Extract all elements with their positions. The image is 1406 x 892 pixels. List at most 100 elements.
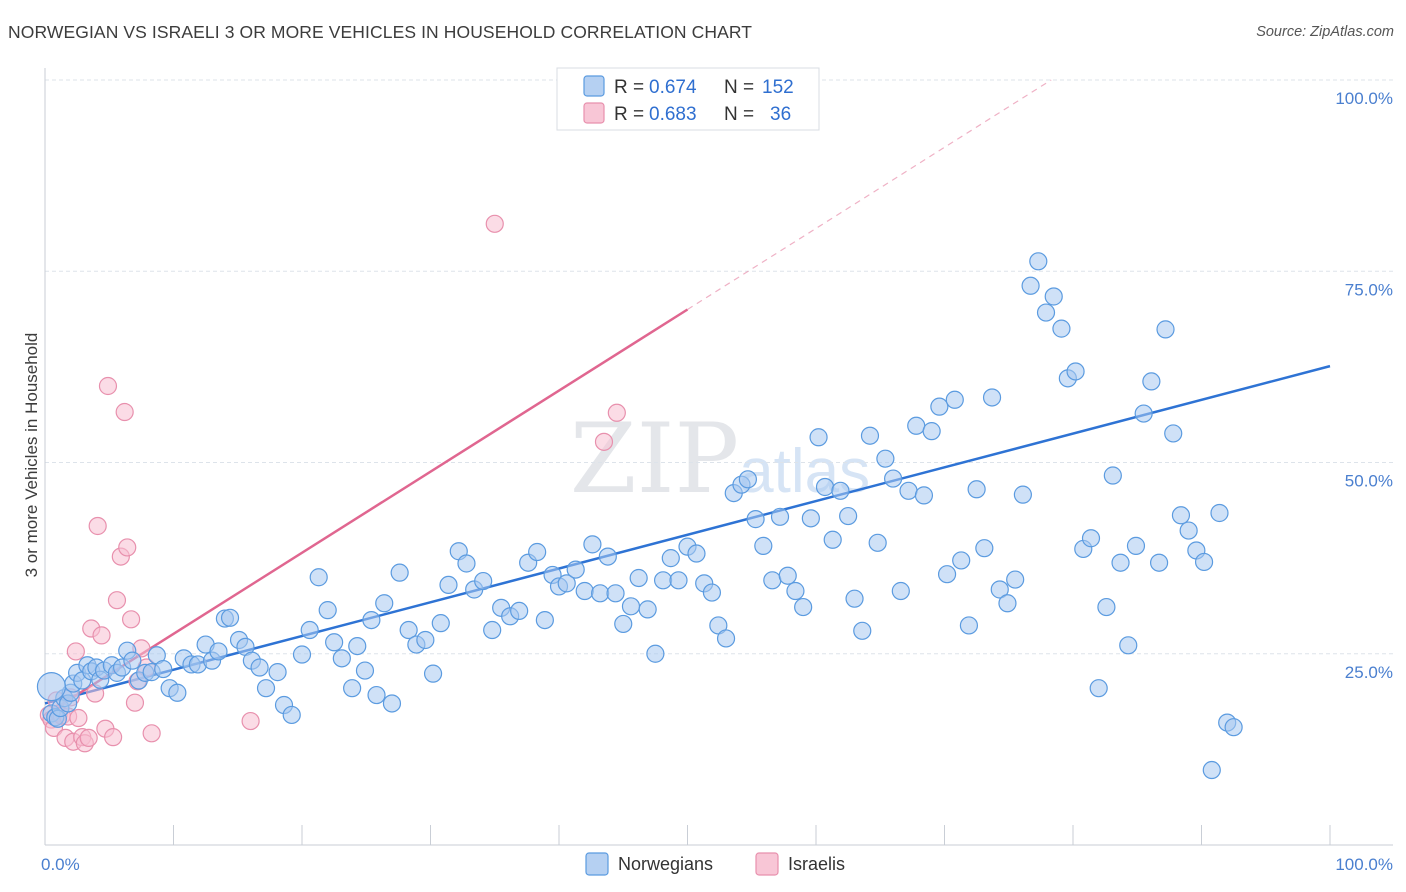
point-israelis-18 (92, 626, 111, 645)
point-norwegians-146 (1097, 597, 1116, 617)
point-norwegians-109 (815, 477, 835, 497)
point-norwegians-82 (606, 584, 625, 603)
point-norwegians-46 (318, 601, 337, 620)
point-norwegians-101 (754, 536, 773, 555)
point-norwegians-100 (746, 510, 765, 529)
point-israelis-14 (79, 728, 98, 748)
point-norwegians-159 (1194, 552, 1214, 572)
point-norwegians-144 (1081, 529, 1101, 548)
point-norwegians-92 (687, 544, 706, 563)
point-norwegians-154 (1156, 320, 1175, 339)
x-tick-label-max: 100.0% (1335, 855, 1393, 874)
point-norwegians-114 (853, 621, 872, 640)
point-norwegians-24 (154, 659, 173, 679)
y-tick-label-100: 100.0% (1335, 89, 1393, 108)
point-norwegians-106 (794, 597, 813, 617)
point-norwegians-94 (702, 583, 722, 602)
point-norwegians-cluster (36, 672, 67, 702)
bottom-legend: Norwegians Israelis (585, 852, 845, 876)
point-norwegians-43 (292, 645, 312, 664)
point-norwegians-32 (209, 642, 228, 661)
y-tick-label-75: 75.0% (1345, 280, 1393, 299)
point-norwegians-120 (899, 481, 918, 500)
source-credit: Source: ZipAtlas.com (1256, 24, 1394, 40)
point-norwegians-56 (390, 563, 409, 582)
point-norwegians-87 (646, 644, 665, 663)
tick-labels: 100.0% 75.0% 50.0% 25.0% 0.0% 100.0% (41, 89, 1393, 874)
watermark-atlas: atlas (739, 437, 870, 506)
point-norwegians-126 (945, 390, 964, 409)
point-norwegians-128 (959, 616, 979, 635)
point-norwegians-49 (343, 679, 362, 698)
point-norwegians-151 (1134, 404, 1153, 423)
point-norwegians-45 (309, 568, 328, 587)
point-norwegians-26 (168, 683, 187, 702)
point-norwegians-40 (268, 663, 287, 682)
trend-line-israelis (44, 308, 689, 717)
point-israelis-17 (88, 516, 107, 536)
point-norwegians-117 (876, 449, 895, 468)
point-norwegians-122 (914, 486, 934, 505)
x-tick-label-min: 0.0% (41, 855, 80, 874)
data-points (36, 214, 1243, 780)
point-norwegians-150 (1126, 536, 1146, 555)
point-norwegians-54 (375, 594, 394, 613)
point-norwegians-140 (1052, 319, 1071, 338)
point-norwegians-67 (483, 620, 502, 640)
point-norwegians-129 (967, 480, 986, 499)
point-norwegians-39 (256, 679, 276, 698)
point-norwegians-124 (930, 397, 949, 416)
point-norwegians-157 (1179, 521, 1198, 540)
point-israelis-25 (118, 538, 137, 557)
point-israelis-10 (66, 642, 85, 661)
point-norwegians-48 (332, 649, 351, 668)
point-norwegians-153 (1149, 553, 1169, 572)
point-norwegians-116 (868, 533, 887, 552)
point-norwegians-133 (998, 594, 1017, 613)
point-norwegians-85 (629, 568, 648, 588)
legend-r-label-0: R = (614, 77, 644, 98)
trend-line-norwegians (44, 364, 1331, 705)
point-norwegians-142 (1066, 362, 1085, 381)
point-norwegians-70 (510, 601, 529, 621)
point-norwegians-136 (1021, 276, 1040, 295)
point-norwegians-51 (355, 661, 375, 680)
point-norwegians-161 (1210, 503, 1229, 523)
point-israelis-20 (98, 376, 118, 396)
point-norwegians-76 (557, 574, 576, 593)
point-norwegians-149 (1119, 636, 1138, 655)
point-norwegians-137 (1029, 252, 1048, 271)
point-israelis-33 (594, 432, 614, 451)
point-norwegians-111 (831, 481, 850, 500)
point-norwegians-155 (1164, 424, 1183, 443)
point-norwegians-152 (1142, 372, 1161, 391)
point-norwegians-34 (220, 608, 240, 627)
y-tick-label-50: 50.0% (1345, 472, 1393, 491)
point-norwegians-103 (770, 507, 790, 526)
point-norwegians-119 (891, 581, 910, 601)
point-norwegians-86 (638, 600, 657, 619)
point-norwegians-131 (982, 388, 1002, 407)
y-tick-label-25: 25.0% (1345, 663, 1393, 682)
trend-extension-israelis (687, 79, 1052, 311)
bottom-legend-label-israelis: Israelis (788, 854, 845, 874)
point-norwegians-19 (123, 651, 142, 670)
point-norwegians-81 (598, 547, 617, 566)
legend-n-label-0: N = (724, 77, 754, 98)
legend: R = 0.674 N = 152 R = 0.683 N = 36 (556, 67, 820, 131)
point-norwegians-138 (1036, 303, 1056, 322)
point-norwegians-47 (325, 633, 344, 652)
point-norwegians-127 (952, 551, 971, 570)
point-israelis-26 (121, 610, 141, 629)
point-norwegians-83 (614, 614, 633, 634)
point-norwegians-62 (439, 575, 458, 595)
point-norwegians-44 (300, 620, 319, 640)
point-norwegians-156 (1171, 506, 1191, 525)
point-israelis-27 (125, 693, 145, 712)
point-norwegians-77 (566, 560, 585, 579)
bottom-legend-swatch-norwegians (585, 852, 609, 876)
legend-swatch-norwegians (583, 75, 605, 97)
legend-n-label-1: N = (724, 104, 754, 125)
point-norwegians-50 (348, 636, 367, 656)
